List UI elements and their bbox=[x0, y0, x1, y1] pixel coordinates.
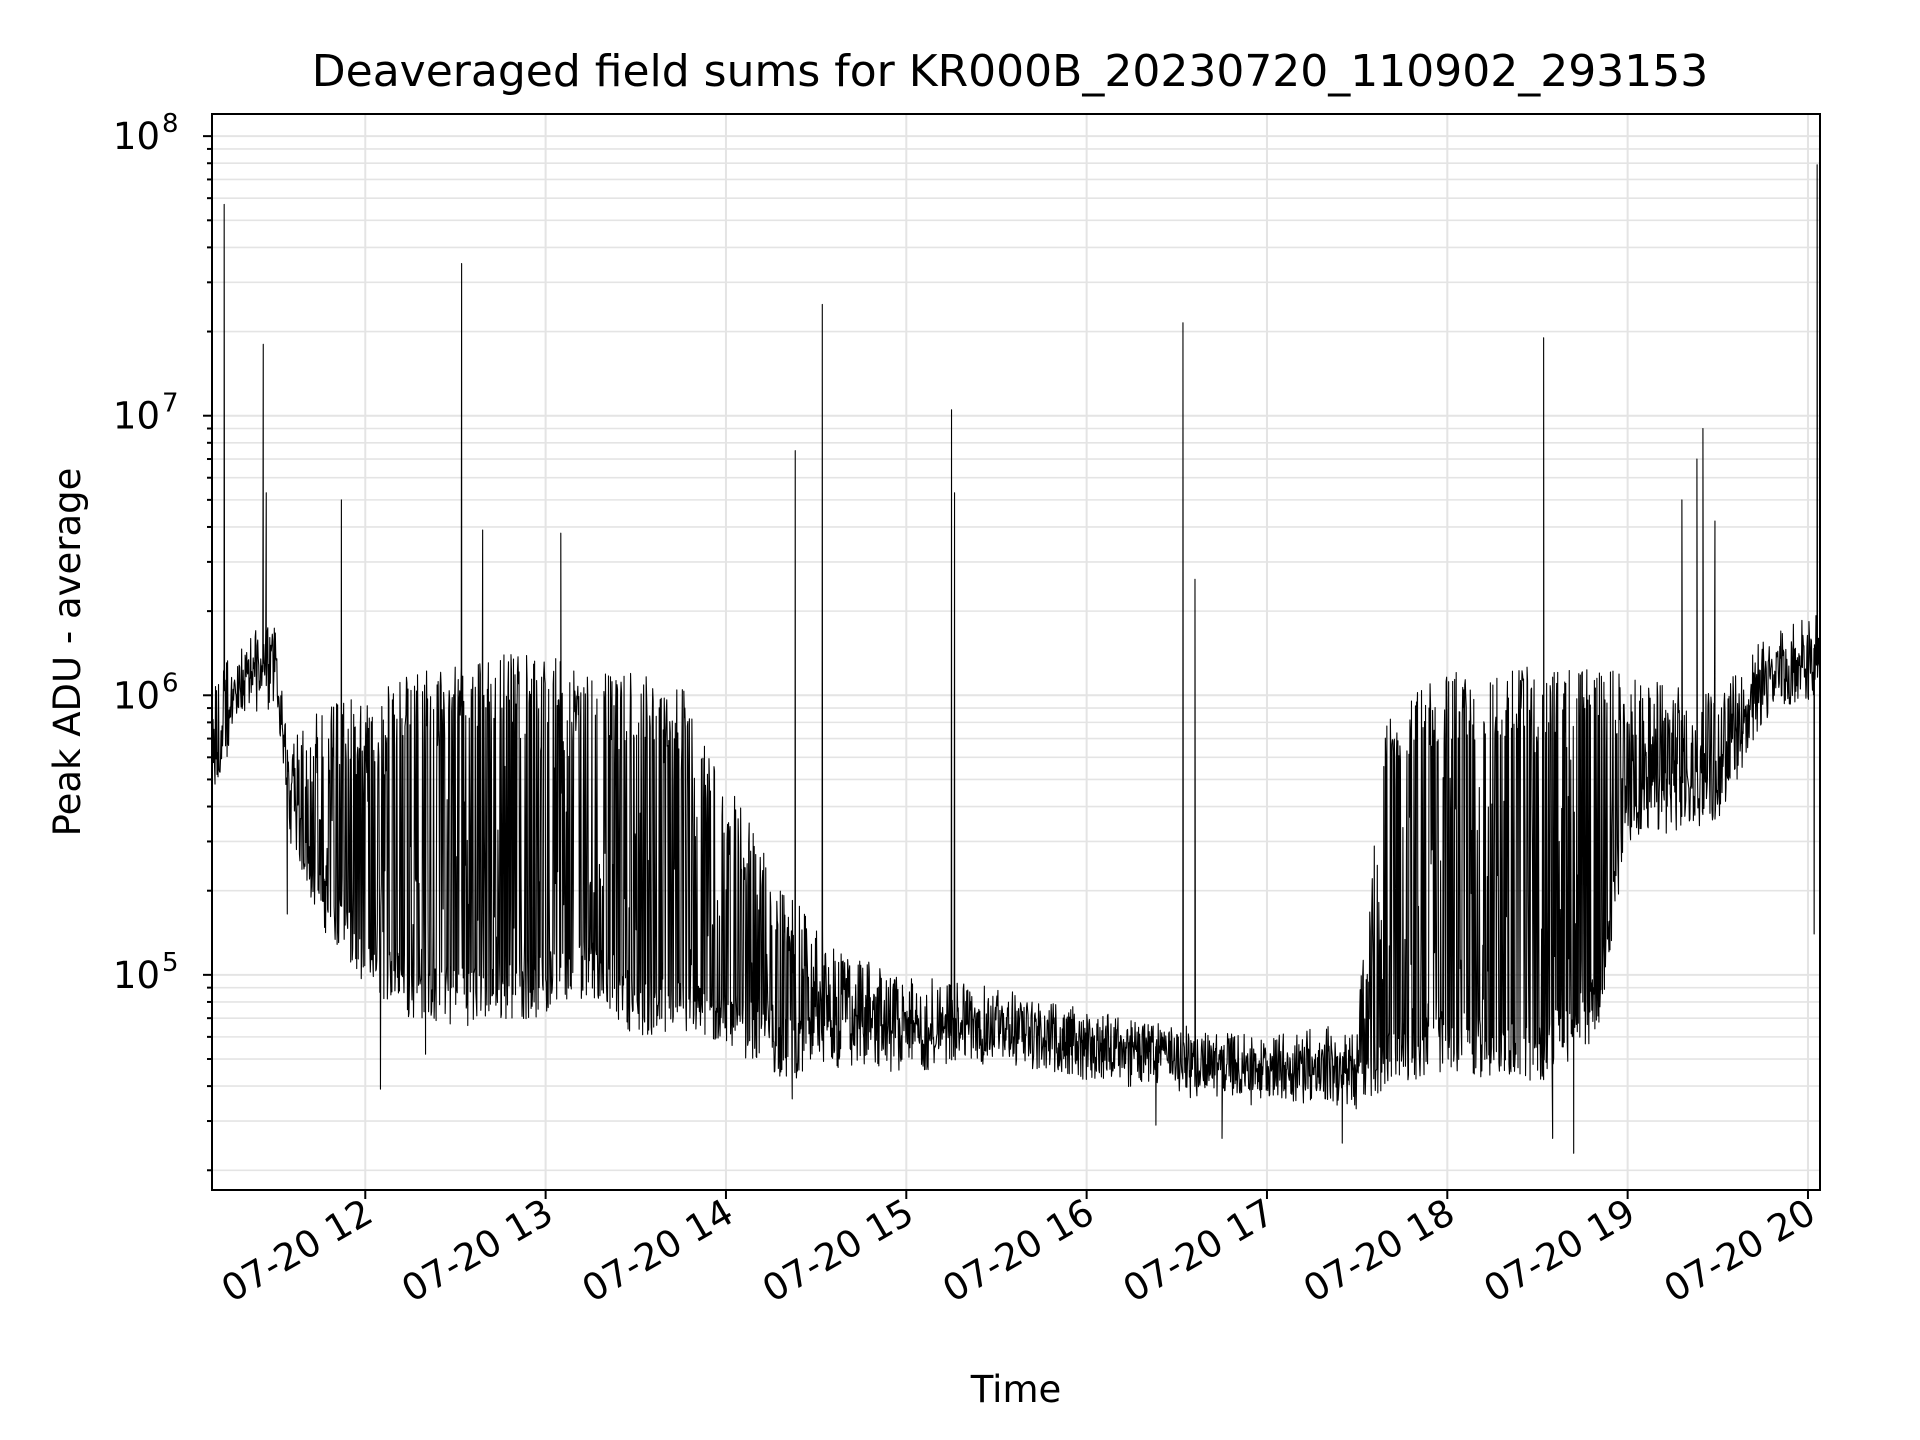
y-tick-label: 10 bbox=[113, 954, 160, 997]
y-tick-exponent: 6 bbox=[162, 668, 179, 698]
y-tick-exponent: 8 bbox=[162, 109, 179, 139]
y-tick-label: 10 bbox=[113, 115, 160, 158]
series-line bbox=[212, 164, 1820, 1154]
x-axis-label: Time bbox=[970, 1368, 1062, 1411]
chart-title: Deaveraged field sums for KR000B_2023072… bbox=[312, 46, 1708, 97]
plot-frame bbox=[211, 113, 1821, 1191]
y-tick-label: 10 bbox=[113, 395, 160, 438]
y-tick-exponent: 5 bbox=[162, 948, 179, 978]
y-tick-label: 10 bbox=[113, 674, 160, 717]
y-tick-exponent: 7 bbox=[162, 389, 179, 419]
grid bbox=[212, 114, 1820, 1190]
y-axis-label: Peak ADU - average bbox=[46, 468, 89, 837]
series-group bbox=[212, 164, 1820, 1154]
